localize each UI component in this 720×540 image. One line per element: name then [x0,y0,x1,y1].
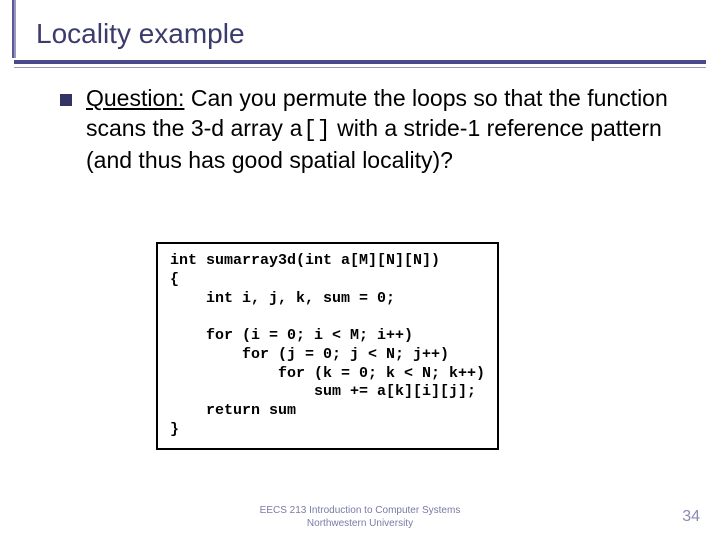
slide-body: Question: Can you permute the loops so t… [60,84,670,176]
bullet-item: Question: Can you permute the loops so t… [60,84,670,176]
code-block: int sumarray3d(int a[M][N][N]) { int i, … [156,242,499,450]
footer: EECS 213 Introduction to Computer System… [0,505,720,530]
rule-thin [14,67,706,68]
page-number: 34 [682,508,700,526]
bullet-text: Question: Can you permute the loops so t… [86,84,670,176]
bullet-lead: Question: [86,85,184,111]
slide-title: Locality example [36,18,245,50]
left-accent-stripe-dark [12,0,14,58]
footer-line-1: EECS 213 Introduction to Computer System… [0,505,720,518]
bullet-inline-code: a[] [289,117,330,143]
bullet-square-icon [60,94,72,106]
slide: Locality example Question: Can you permu… [0,0,720,540]
title-rule [14,60,706,68]
rule-thick [14,60,706,64]
footer-line-2: Northwestern University [0,518,720,531]
